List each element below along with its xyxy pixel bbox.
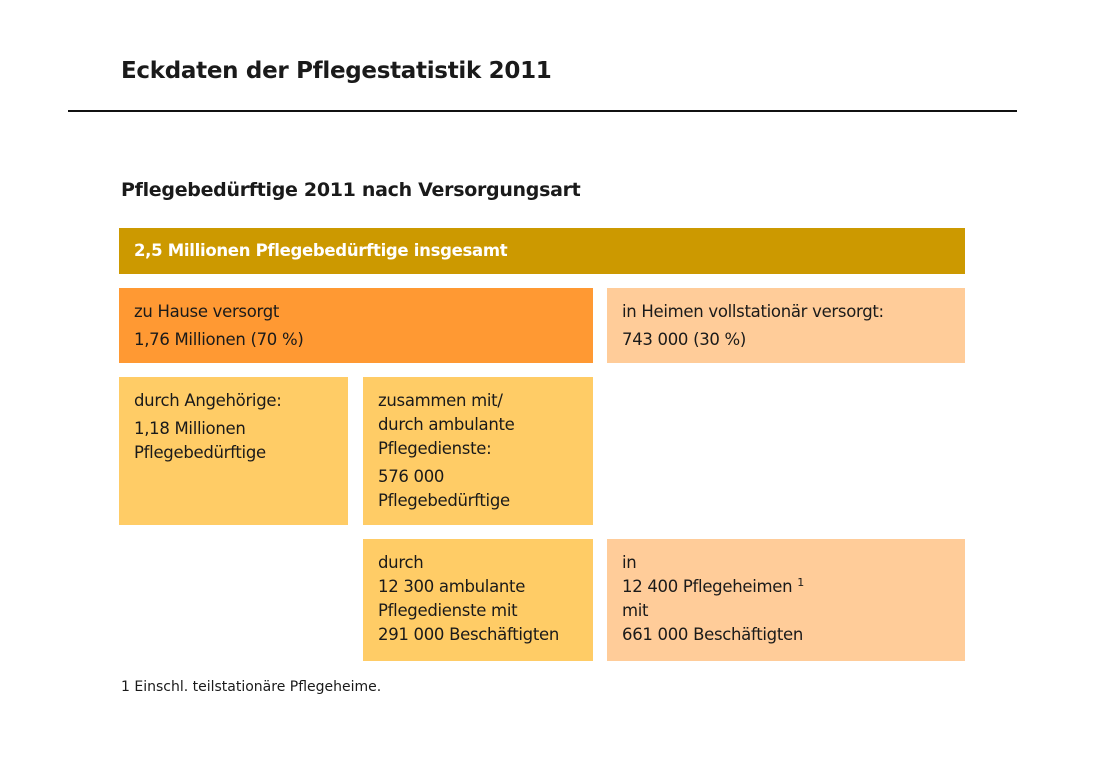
- services-line-4: 291 000 Beschäftigten: [378, 625, 560, 644]
- homes-line-3: mit: [622, 601, 649, 620]
- home-care-value: 1,76 Millionen (70 %): [134, 330, 304, 349]
- footnote: 1 Einschl. teilstationäre Pflegeheime.: [121, 679, 382, 695]
- institutional-value: 743 000 (30 %): [622, 330, 747, 349]
- ambulant-label-3: Pflegedienste:: [378, 439, 492, 458]
- homes-line-2: 12 400 Pflegeheimen: [622, 577, 793, 596]
- section-title: Pflegebedürftige 2011 nach Versorgungsar…: [121, 179, 581, 201]
- total-box: 2,5 Millionen Pflegebedürftige insgesamt: [119, 228, 965, 274]
- relatives-unit: Pflegebedürftige: [134, 443, 266, 462]
- divider: [68, 110, 1017, 112]
- page-title: Eckdaten der Pflegestatistik 2011: [121, 58, 552, 84]
- relatives-box: durch Angehörige: 1,18 Millionen Pflegeb…: [119, 377, 348, 525]
- relatives-label: durch Angehörige:: [134, 391, 282, 410]
- services-line-2: 12 300 ambulante: [378, 577, 526, 596]
- ambulant-box: zusammen mit/ durch ambulante Pflegedien…: [363, 377, 593, 525]
- institutional-label: in Heimen vollstationär versorgt:: [622, 302, 884, 321]
- ambulant-unit: Pflegebedürftige: [378, 491, 510, 510]
- services-line-1: durch: [378, 553, 424, 572]
- homes-box: in 12 400 Pflegeheimen 1 mit 661 000 Bes…: [607, 539, 965, 661]
- homes-line-1: in: [622, 553, 637, 572]
- footnote-marker: 1: [797, 576, 804, 589]
- services-line-3: Pflegedienste mit: [378, 601, 518, 620]
- homes-line-4: 661 000 Beschäftigten: [622, 625, 804, 644]
- ambulant-label-2: durch ambulante: [378, 415, 515, 434]
- ambulant-label-1: zusammen mit/: [378, 391, 503, 410]
- home-care-label: zu Hause versorgt: [134, 302, 280, 321]
- home-care-box: zu Hause versorgt 1,76 Millionen (70 %): [119, 288, 593, 363]
- services-box: durch 12 300 ambulante Pflegedienste mit…: [363, 539, 593, 661]
- ambulant-value: 576 000: [378, 467, 445, 486]
- institutional-box: in Heimen vollstationär versorgt: 743 00…: [607, 288, 965, 363]
- relatives-value: 1,18 Millionen: [134, 419, 246, 438]
